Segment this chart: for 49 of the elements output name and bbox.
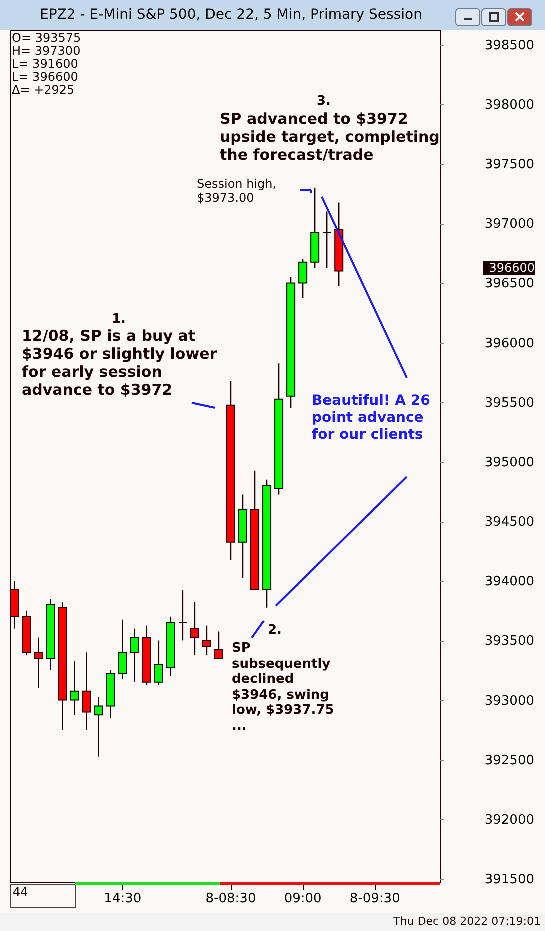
annotation: 3. (317, 94, 331, 110)
y-tick-label: 395000 (484, 455, 534, 470)
y-tick-label: 394500 (484, 515, 534, 530)
y-tick-label: 398000 (484, 98, 534, 113)
annotation: 2. (268, 623, 282, 639)
candlestick (298, 258, 308, 299)
annotation: Session high, $3973.00 (197, 177, 278, 206)
y-tick-label: 393500 (484, 634, 534, 650)
annotation: SP subsequently declined $3946, swing low, $3937.75 ... (232, 641, 336, 735)
x-tick-label: 09:00 (284, 892, 322, 906)
candlestick (34, 637, 44, 689)
y-tick-label: 392500 (484, 753, 534, 768)
annotation: L= 396600 (12, 70, 78, 84)
candlestick (94, 696, 104, 758)
y-tick-label: 397500 (484, 158, 534, 173)
y-tick-label: 393000 (484, 694, 534, 709)
annotation: O= 393575 (12, 31, 82, 46)
candlestick (154, 640, 164, 686)
x-tick-label: 8-08:30 (206, 892, 256, 906)
chart-title: EPZ2 - E-Mini S&P 500, Dec 22, 5 Min, Primary Session (40, 7, 422, 23)
annotation: 1. (112, 312, 126, 328)
candlestick (70, 660, 80, 716)
candlestick (322, 211, 332, 269)
x-tick-label: 14:30 (104, 892, 142, 906)
candlestick (82, 652, 92, 731)
candlestick (118, 619, 128, 680)
y-tick-label: 396000 (484, 336, 534, 352)
y-tick-label: 394000 (484, 574, 534, 590)
text: 44 (10, 884, 76, 908)
y-tick-label: 395500 (484, 396, 534, 411)
candlestick (178, 589, 188, 642)
annotation: Beautiful! A 26 point advance for our clients (312, 393, 432, 444)
annotation: H= 397300 (12, 44, 81, 58)
annotation: 12/08, SP is a buy at $3946 or slightly lower for early session advance to $3972 (22, 327, 218, 399)
y-tick-label: 397000 (484, 217, 534, 232)
annotation: L= 391600 (12, 57, 78, 72)
candlestick (130, 628, 140, 684)
candlestick (190, 601, 200, 656)
text: 396600 (483, 261, 535, 275)
y-tick-label: 398500 (484, 38, 534, 54)
candlestick (214, 631, 224, 660)
y-tick-label: 391500 (484, 872, 534, 888)
y-tick-label: 392000 (484, 812, 534, 828)
text: Thu Dec 08 2022 07:19:01 (394, 915, 541, 928)
y-tick-label: 396500 (484, 276, 534, 292)
x-tick-label: 8-09:30 (350, 892, 400, 906)
candlestick (202, 625, 212, 656)
annotation: SP advanced to $3972 upside target, completing the forecast/trade (220, 110, 440, 164)
annotation: Δ= +2925 (12, 83, 75, 98)
